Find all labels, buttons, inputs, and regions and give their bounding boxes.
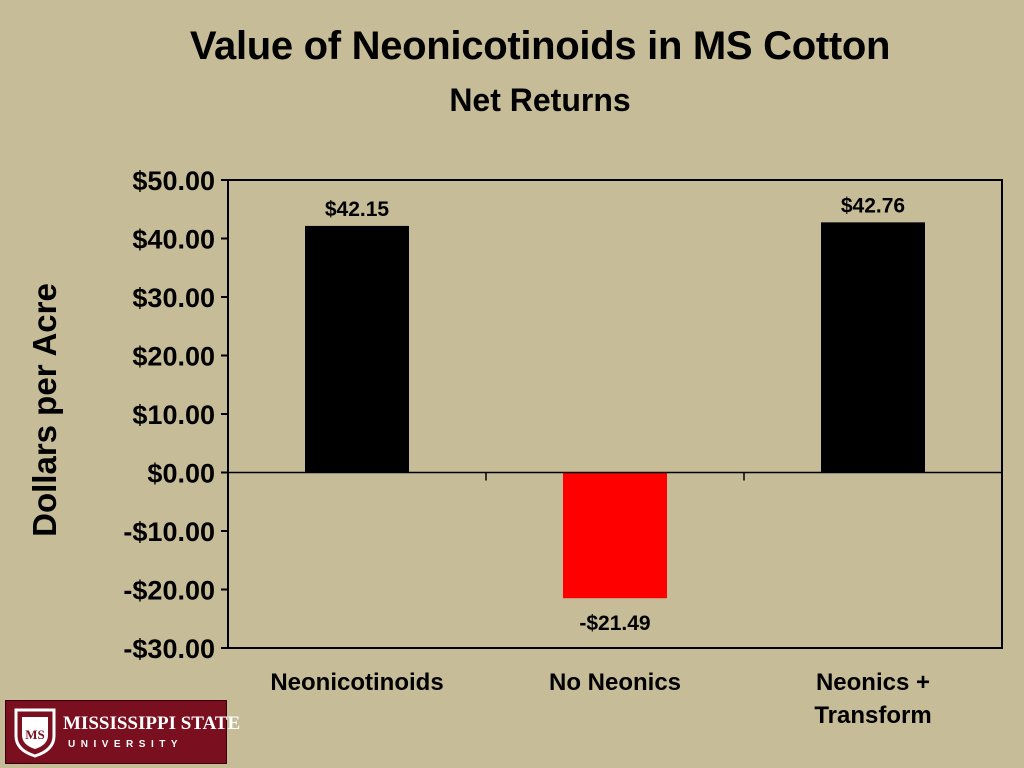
y-tick-label: -$30.00 xyxy=(123,634,215,664)
y-tick-label: $0.00 xyxy=(147,459,215,489)
y-tick-label: -$20.00 xyxy=(123,576,215,606)
chart-subtitle: Net Returns xyxy=(449,82,631,118)
data-label: $42.15 xyxy=(325,198,390,221)
logo-name: MISSISSIPPI STATE xyxy=(63,713,241,734)
y-tick-label: $20.00 xyxy=(132,342,215,372)
y-axis-label: Dollars per Acre xyxy=(26,283,63,537)
x-category-label: No Neonics xyxy=(549,669,681,696)
x-category-label: Neonicotinoids xyxy=(270,669,443,696)
data-label: -$21.49 xyxy=(579,612,650,635)
x-category-label: Transform xyxy=(814,702,931,729)
bar xyxy=(305,225,409,473)
university-logo: MS MISSISSIPPI STATE UNIVERSITY xyxy=(5,700,240,764)
y-tick-label: -$10.00 xyxy=(123,517,215,547)
y-tick-label: $30.00 xyxy=(132,283,215,313)
y-tick-label: $10.00 xyxy=(132,400,215,430)
shield-icon: MS xyxy=(14,708,56,758)
x-category-label: Neonics + xyxy=(816,669,930,696)
bar xyxy=(821,222,925,473)
y-tick-label: $50.00 xyxy=(132,166,215,196)
logo-shield-text: MS xyxy=(25,727,45,742)
y-tick-label: $40.00 xyxy=(132,225,215,255)
bar xyxy=(563,472,667,599)
chart-title: Value of Neonicotinoids in MS Cotton xyxy=(189,24,891,68)
logo-subtitle: UNIVERSITY xyxy=(68,739,184,750)
data-label: $42.76 xyxy=(841,194,905,217)
